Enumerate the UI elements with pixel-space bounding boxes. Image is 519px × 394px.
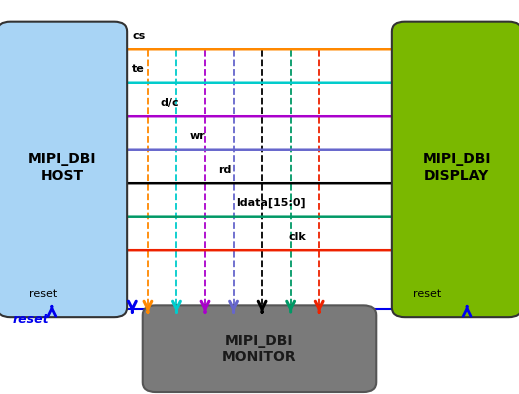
Text: d/c: d/c	[161, 98, 180, 108]
Text: reset: reset	[13, 313, 50, 325]
Text: ldata[15:0]: ldata[15:0]	[236, 198, 306, 208]
FancyBboxPatch shape	[143, 305, 376, 392]
Text: MIPI_DBI
MONITOR: MIPI_DBI MONITOR	[222, 334, 297, 364]
Text: reset: reset	[29, 288, 57, 299]
Text: MIPI_DBI
DISPLAY: MIPI_DBI DISPLAY	[422, 152, 491, 182]
Text: te: te	[132, 64, 145, 74]
Text: MIPI_DBI
HOST: MIPI_DBI HOST	[28, 152, 97, 182]
FancyBboxPatch shape	[0, 22, 127, 317]
Text: cs: cs	[132, 31, 146, 41]
Text: wr: wr	[189, 131, 205, 141]
Text: rd: rd	[218, 165, 231, 175]
Text: clk: clk	[288, 232, 306, 242]
FancyBboxPatch shape	[392, 22, 519, 317]
Text: reset: reset	[413, 288, 441, 299]
